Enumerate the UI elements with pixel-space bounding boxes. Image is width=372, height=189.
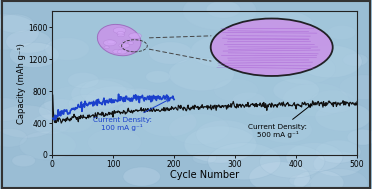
Circle shape [39,99,84,122]
Circle shape [273,53,336,84]
Circle shape [310,169,368,189]
Circle shape [340,75,372,100]
Circle shape [88,129,141,156]
Circle shape [196,120,253,149]
Circle shape [103,40,116,46]
X-axis label: Cycle Number: Cycle Number [170,170,239,180]
Circle shape [192,152,217,164]
Circle shape [315,102,371,131]
Circle shape [289,175,312,186]
Circle shape [0,14,39,50]
Circle shape [227,21,282,49]
Circle shape [211,19,333,76]
Circle shape [260,12,314,39]
Circle shape [281,46,311,61]
Y-axis label: Capacity (mAh g⁻¹): Capacity (mAh g⁻¹) [17,43,26,124]
Text: Current Density:
500 mA g⁻¹: Current Density: 500 mA g⁻¹ [248,105,311,138]
Circle shape [118,88,159,109]
Circle shape [51,111,93,133]
Circle shape [129,33,141,39]
Circle shape [19,131,76,160]
Circle shape [149,42,193,64]
Circle shape [108,40,115,44]
Circle shape [0,105,58,138]
Circle shape [260,116,312,143]
Circle shape [0,98,26,121]
Circle shape [84,86,145,117]
Circle shape [6,30,51,53]
Circle shape [31,114,71,134]
Circle shape [184,126,257,163]
Circle shape [282,83,349,117]
Circle shape [117,31,125,35]
Circle shape [260,145,325,178]
Circle shape [273,78,320,102]
Circle shape [315,140,361,163]
Circle shape [44,86,115,122]
Circle shape [328,25,356,40]
Circle shape [119,43,129,48]
Circle shape [206,1,241,18]
Circle shape [45,38,89,60]
Circle shape [310,90,356,113]
Circle shape [80,78,135,106]
Circle shape [122,40,129,43]
Circle shape [0,128,27,147]
Circle shape [113,50,122,54]
Circle shape [128,42,134,44]
Circle shape [208,143,281,180]
Circle shape [294,170,344,189]
Circle shape [0,14,33,33]
Circle shape [313,151,363,176]
Circle shape [104,46,109,48]
Circle shape [118,102,150,118]
Circle shape [68,94,105,113]
Circle shape [190,35,256,68]
Circle shape [249,162,310,189]
Circle shape [298,45,362,78]
Text: Current Density:
100 mA g⁻¹: Current Density: 100 mA g⁻¹ [93,99,170,131]
Ellipse shape [97,24,141,56]
Circle shape [10,42,59,67]
Circle shape [140,108,197,137]
Circle shape [169,114,230,145]
Circle shape [232,92,265,109]
Circle shape [118,49,127,54]
Circle shape [169,57,234,91]
Circle shape [12,155,35,167]
Circle shape [347,129,372,145]
Circle shape [214,79,258,101]
Circle shape [68,72,99,88]
Circle shape [123,167,160,186]
Circle shape [113,28,126,33]
Circle shape [146,71,170,83]
Circle shape [183,0,257,30]
Circle shape [343,53,368,66]
Circle shape [117,33,125,37]
Circle shape [71,80,129,109]
Circle shape [244,101,274,116]
Circle shape [286,143,343,172]
